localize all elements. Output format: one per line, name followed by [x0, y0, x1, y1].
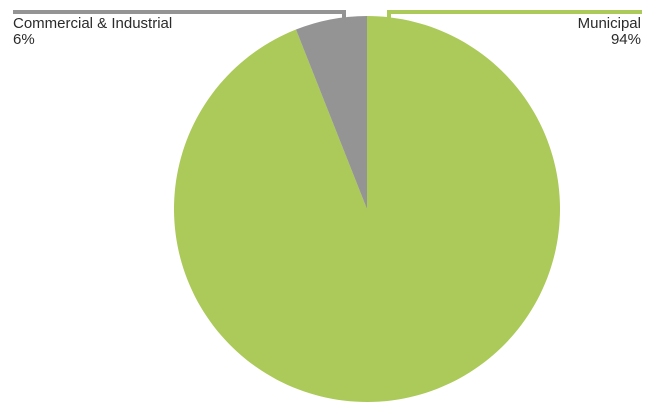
label-municipal-name: Municipal — [577, 15, 641, 32]
label-municipal-value: 94% — [610, 31, 641, 48]
label-commercial-industrial-value: 6% — [13, 31, 35, 48]
label-municipal: Municipal 94% — [578, 16, 641, 48]
label-commercial-industrial-name: Commercial & Industrial — [13, 15, 173, 32]
pie-slice-commercial-industrial — [295, 16, 367, 209]
leader-line-commercial — [13, 10, 346, 18]
leader-lines — [13, 10, 642, 18]
pie-slices — [173, 16, 560, 402]
leader-line-municipal — [387, 10, 642, 18]
label-commercial-industrial: Commercial & Industrial 6% — [13, 16, 172, 48]
pie-slice-municipal — [173, 16, 560, 402]
